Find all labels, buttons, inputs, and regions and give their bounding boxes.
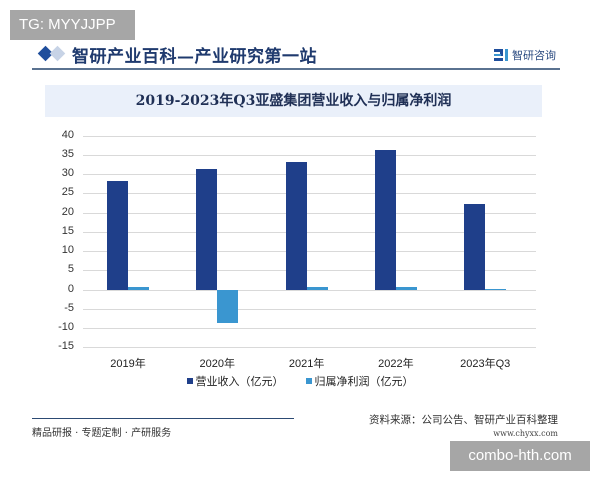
y-tick-label: 5 bbox=[67, 263, 74, 276]
chart-title-box: 2019-2023年Q3亚盛集团营业收入与归属净利润 bbox=[45, 85, 542, 117]
bar-net-profit bbox=[217, 289, 239, 323]
x-category-label: 2019年 bbox=[110, 358, 146, 370]
brand-logo-icon bbox=[494, 49, 508, 61]
bar-revenue bbox=[285, 161, 307, 290]
bar-revenue bbox=[196, 169, 218, 290]
y-tick-label: 20 bbox=[61, 205, 74, 218]
legend-label-net-profit: 归属净利润（亿元） bbox=[314, 375, 414, 388]
header-title: 智研产业百科—产业研究第一站 bbox=[72, 47, 317, 67]
legend-swatch-net-profit bbox=[305, 378, 312, 384]
watermark-badge-bottom: combo-hth.com bbox=[450, 441, 590, 471]
legend-item-revenue: 营业收入（亿元） bbox=[186, 373, 284, 389]
x-category-label: 2022年 bbox=[378, 358, 414, 370]
gridline bbox=[83, 251, 536, 253]
y-tick-label: 25 bbox=[61, 186, 74, 199]
bar-net-profit bbox=[128, 287, 149, 290]
watermark-badge-top: TG: MYYJJPP bbox=[10, 10, 135, 40]
y-tick-label: -15 bbox=[58, 340, 74, 353]
chart-title: 2019-2023年Q3亚盛集团营业收入与归属净利润 bbox=[135, 93, 452, 109]
y-tick-label: 10 bbox=[61, 244, 74, 257]
y-tick-label: -5 bbox=[64, 301, 74, 314]
site-url: www.chyxx.com bbox=[493, 429, 558, 438]
legend-item-net-profit: 归属净利润（亿元） bbox=[305, 373, 414, 389]
brand-name: 智研咨询 bbox=[512, 49, 556, 62]
bar-net-profit bbox=[485, 288, 507, 291]
bar-net-profit bbox=[395, 287, 417, 290]
footer-tagline: 精品研报 · 专题定制 · 产研服务 bbox=[32, 428, 172, 439]
header-divider bbox=[32, 68, 560, 70]
x-category-label: 2023年Q3 bbox=[460, 358, 511, 370]
gridline bbox=[83, 347, 536, 349]
gridline bbox=[83, 289, 536, 291]
legend-label-revenue: 营业收入（亿元） bbox=[195, 375, 284, 388]
gridline bbox=[83, 270, 536, 272]
gridline bbox=[83, 174, 536, 176]
legend-swatch-revenue bbox=[186, 378, 193, 384]
x-category-label: 2020年 bbox=[199, 358, 236, 370]
y-tick-label: 0 bbox=[67, 282, 74, 295]
y-tick-label: 30 bbox=[61, 167, 74, 180]
y-tick-label: 35 bbox=[61, 147, 74, 160]
bar-revenue bbox=[107, 180, 128, 290]
gridline bbox=[83, 212, 536, 214]
y-tick-label: -10 bbox=[58, 321, 74, 334]
gridline bbox=[83, 328, 536, 330]
gridline bbox=[83, 154, 536, 156]
bar-revenue bbox=[464, 203, 486, 290]
x-category-label: 2021年 bbox=[288, 358, 325, 370]
brand: 智研咨询 bbox=[494, 47, 556, 63]
footer-divider bbox=[32, 418, 294, 419]
page-header: 智研产业百科—产业研究第一站 智研咨询 bbox=[32, 40, 560, 68]
gridline bbox=[83, 135, 536, 137]
chart-legend: 营业收入（亿元） 归属净利润（亿元） bbox=[0, 373, 600, 389]
bar-revenue bbox=[374, 149, 396, 290]
gridline bbox=[83, 193, 536, 195]
data-source: 资料来源：公司公告、智研产业百科整理 bbox=[369, 414, 558, 426]
gridline bbox=[83, 231, 536, 233]
y-tick-label: 40 bbox=[61, 128, 74, 141]
bar-net-profit bbox=[306, 287, 328, 290]
gridline bbox=[83, 308, 536, 310]
y-tick-label: 15 bbox=[61, 224, 74, 237]
